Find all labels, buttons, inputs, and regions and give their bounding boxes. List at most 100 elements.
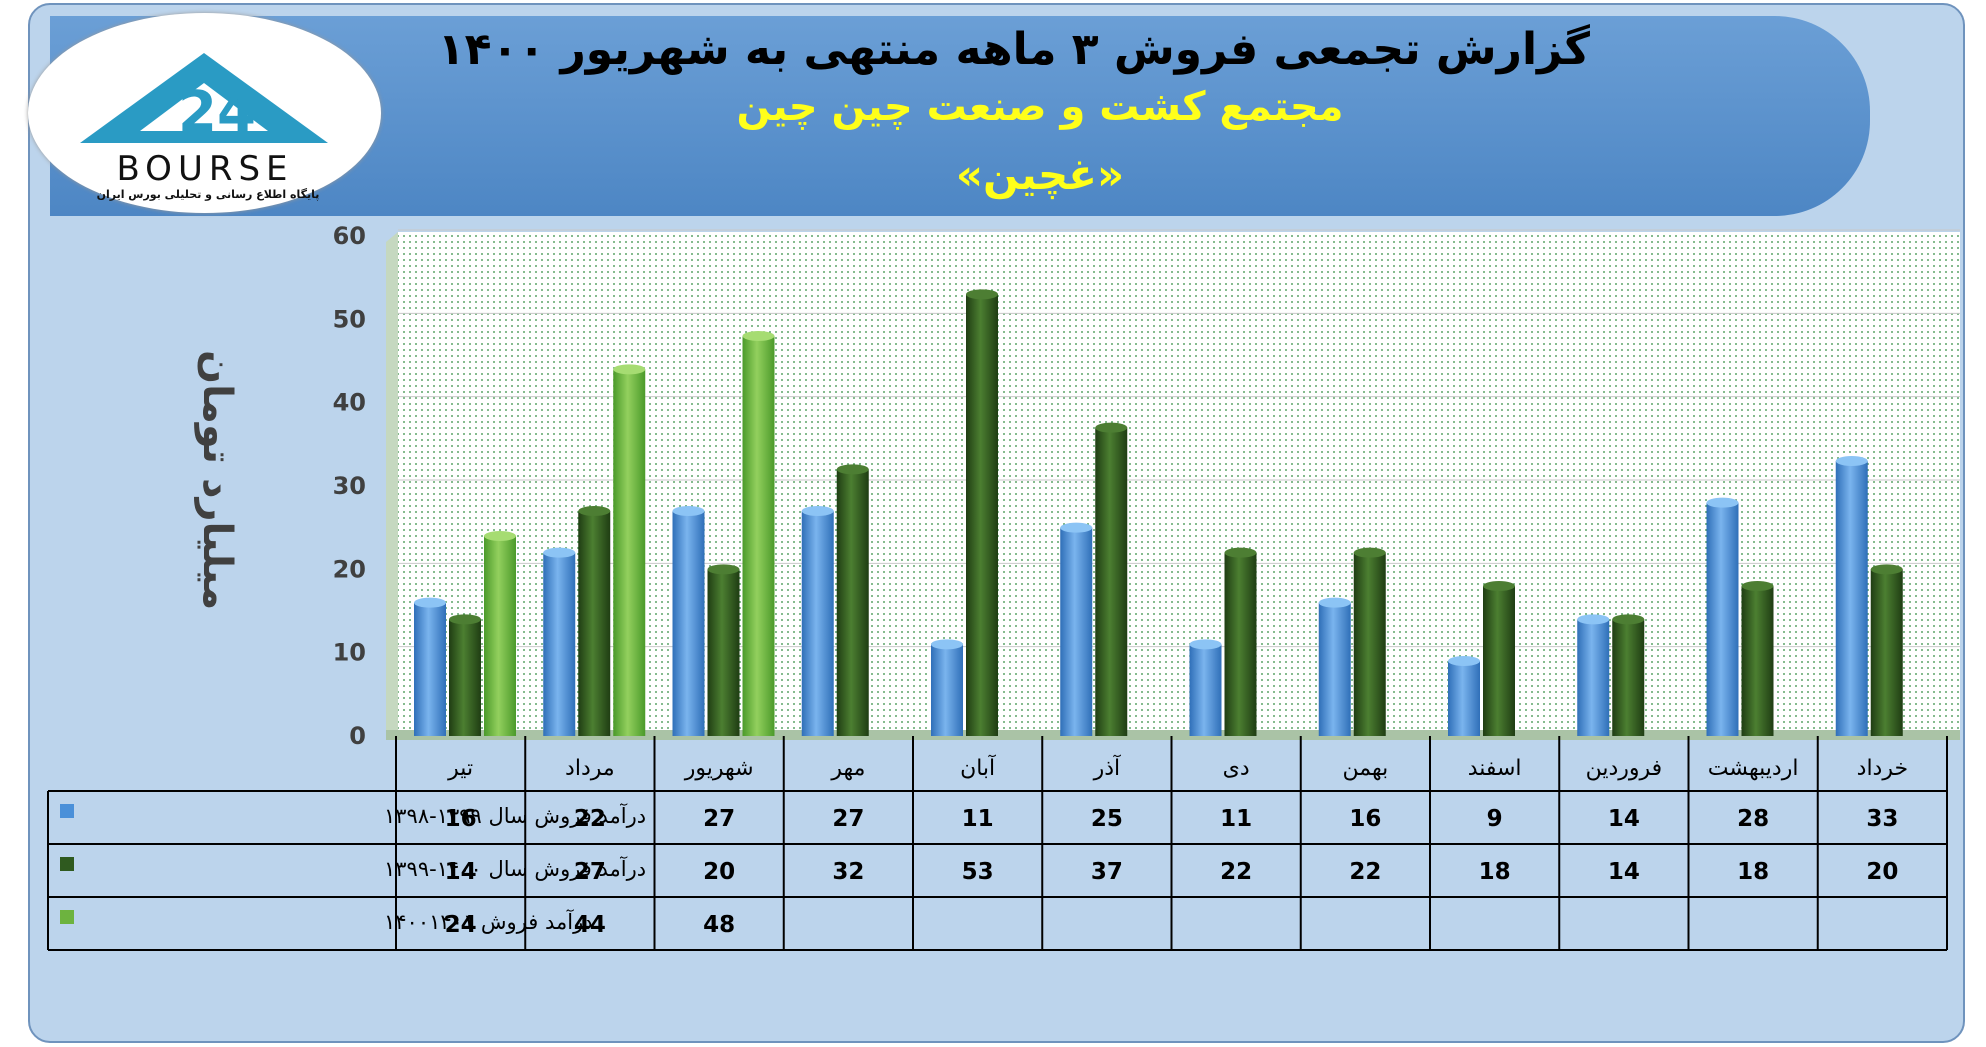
bar [1870, 569, 1903, 736]
logo-tagline: پایگاه اطلاع رسانی و تحلیلی بورس ایران [96, 188, 320, 201]
data-label: 14 [1608, 859, 1640, 885]
bar [1612, 619, 1645, 736]
bar [1741, 586, 1774, 736]
data-label: 33 [1866, 806, 1898, 832]
bar [449, 619, 481, 736]
bar-cap [1224, 547, 1257, 558]
y-tick-label: 60 [333, 222, 366, 250]
bar-cap [1448, 656, 1480, 666]
data-label: 48 [703, 912, 735, 938]
data-label: 53 [962, 859, 994, 885]
y-tick-label: 40 [333, 389, 366, 417]
legend-entry: درآمد فروش سال ۱۴۰۰-۱۳۹۹ [384, 856, 646, 881]
data-label: 28 [1737, 806, 1769, 832]
bar [1483, 586, 1515, 736]
data-label: 20 [1866, 859, 1898, 885]
x-category-label: مهر [830, 756, 865, 781]
bar-cap [801, 506, 834, 516]
x-category-label: فروردین [1586, 756, 1663, 781]
x-category-label: اردیبهشت [1708, 756, 1799, 781]
y-tick-label: 10 [333, 639, 366, 667]
bar [1577, 619, 1610, 736]
bar [1448, 661, 1480, 736]
bar [931, 644, 963, 736]
x-category-label: آذر [1093, 754, 1121, 781]
bar-cap [1318, 597, 1351, 608]
data-label: 14 [445, 859, 477, 885]
x-category-label: مرداد [565, 756, 615, 781]
data-label: 22 [574, 806, 606, 832]
bar [484, 536, 516, 736]
bar [836, 469, 869, 736]
bar [1060, 527, 1093, 736]
svg-text:24: 24 [178, 80, 256, 145]
bar [1189, 644, 1222, 736]
bar-cap [1060, 522, 1093, 533]
bar [966, 294, 998, 736]
bar [801, 511, 834, 736]
legend-swatch [60, 910, 74, 924]
legend-entry: درآمد فروش سال ۱۳۹۹-۱۳۹۸ [384, 803, 646, 828]
bourse-logo: 24 BOURSE پایگاه اطلاع رسانی و تحلیلی بو… [28, 13, 381, 213]
bar-cap [742, 331, 775, 341]
data-label: 14 [1608, 806, 1640, 832]
legend-entry: درآمد فروش ۱۴۰۰۱۴۰۱ [384, 909, 593, 934]
data-label: 44 [574, 912, 606, 938]
bar-cap [613, 364, 646, 375]
bar-cap [1353, 547, 1386, 558]
x-category-label: دی [1223, 756, 1250, 781]
bar [543, 552, 576, 736]
y-tick-label: 20 [333, 555, 366, 583]
chart-subtitle: مجتمع کشت و صنعت چین چین [736, 84, 1344, 130]
bar-cap [1741, 581, 1774, 591]
bar [613, 369, 646, 736]
bar-cap [931, 639, 963, 650]
data-label: 22 [1349, 859, 1381, 885]
legend-swatch [60, 857, 74, 871]
bar-cap [707, 564, 740, 575]
bar [578, 511, 611, 736]
data-label: 27 [574, 859, 606, 885]
bar [672, 511, 705, 736]
data-label: 16 [445, 806, 477, 832]
data-label: 27 [703, 806, 735, 832]
bar-cap [1483, 581, 1515, 591]
bar-cap [1612, 614, 1645, 625]
bar [1095, 427, 1128, 736]
bar-cap [1577, 614, 1610, 625]
symbol-label: «غچین» [955, 150, 1125, 199]
y-axis-label: میلیارد تومان [194, 349, 240, 611]
data-label: 18 [1479, 859, 1511, 885]
data-label: 9 [1487, 806, 1503, 832]
bar-cap [578, 506, 611, 516]
x-category-label: شهریور [684, 756, 754, 781]
data-label: 27 [832, 806, 864, 832]
y-tick-label: 0 [349, 722, 366, 750]
logo-word: BOURSE [116, 149, 294, 189]
x-category-label: خرداد [1857, 756, 1908, 781]
data-label: 20 [703, 859, 735, 885]
bar-cap [484, 531, 516, 541]
data-label: 25 [1091, 806, 1123, 832]
data-label: 24 [445, 912, 477, 938]
bar-cap [672, 506, 705, 516]
bar-cap [1835, 456, 1868, 466]
x-category-label: تیر [447, 756, 473, 781]
data-label: 32 [832, 859, 864, 885]
data-label: 11 [1220, 806, 1252, 832]
bar [1835, 461, 1868, 736]
bar-cap [1189, 639, 1222, 650]
data-label: 22 [1220, 859, 1252, 885]
bar-cap [966, 289, 998, 300]
bar-cap [836, 464, 869, 475]
x-category-label: آبان [960, 754, 996, 781]
bar [414, 602, 446, 736]
legend-swatch [60, 804, 74, 818]
x-category-label: بهمن [1343, 756, 1389, 781]
bar [1353, 552, 1386, 736]
bar-cap [1095, 422, 1128, 433]
bar [1706, 502, 1739, 736]
chart-title: گزارش تجمعی فروش ۳ ماهه منتهی به شهریور … [437, 24, 1590, 75]
bar-cap [1706, 497, 1739, 508]
bar-cap [1870, 564, 1903, 575]
